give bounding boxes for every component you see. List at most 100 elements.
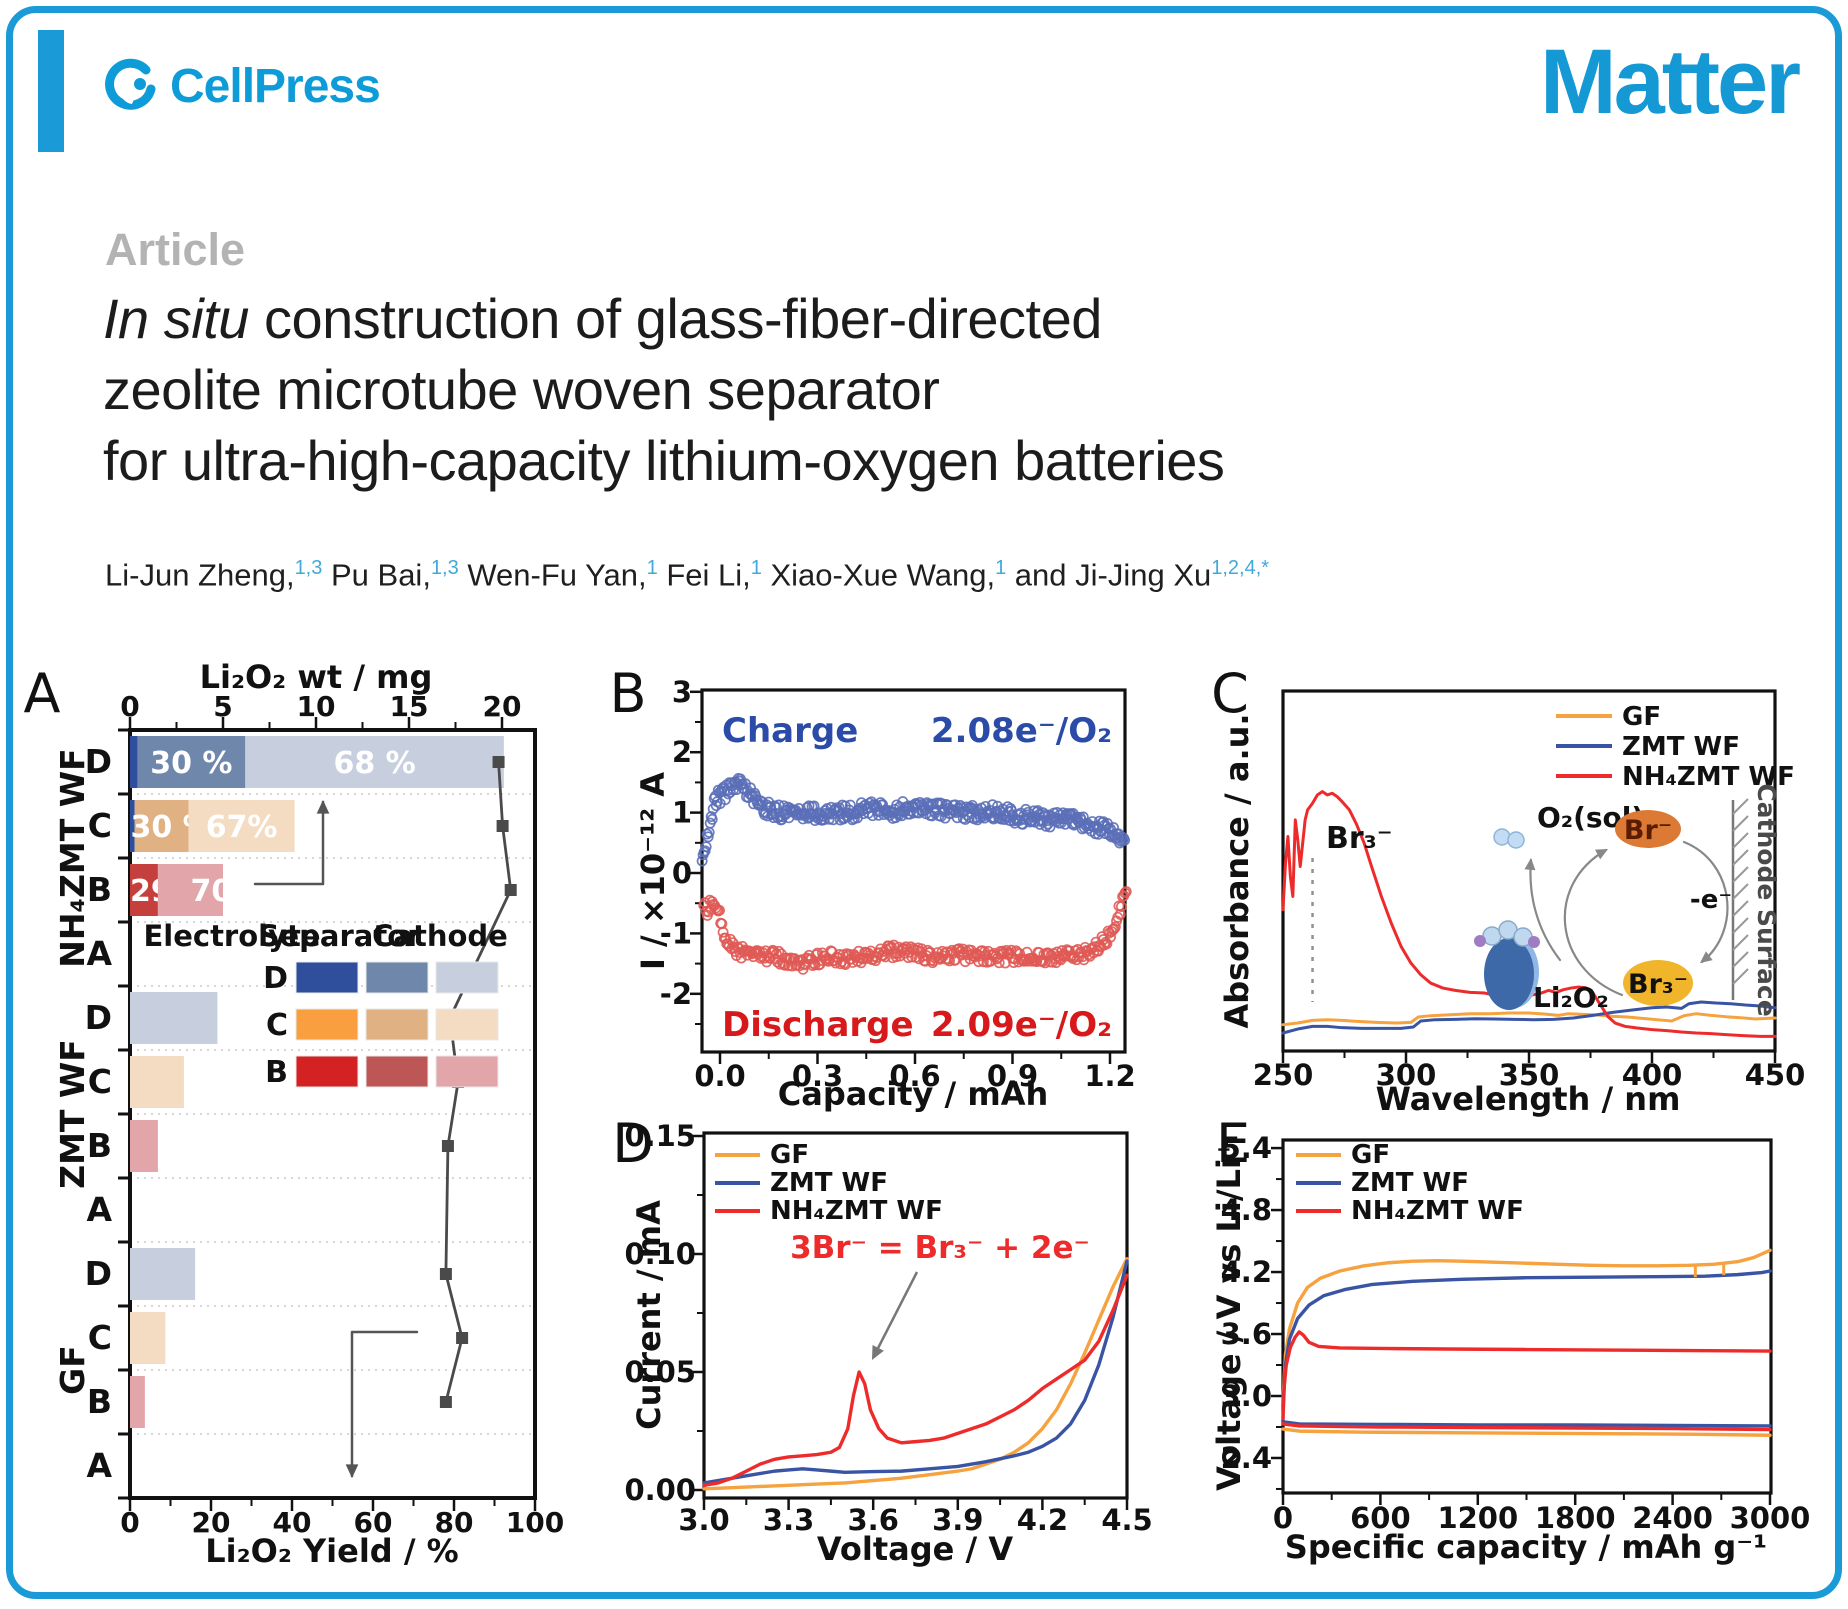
bar-segment (130, 1248, 196, 1300)
hatch-mark (1732, 849, 1749, 866)
scatter-point-discharge (1114, 908, 1126, 920)
x-tick-label: 350 (1499, 1058, 1560, 1092)
y-tick-label: 3.0 (1221, 1379, 1272, 1413)
yield-marker (496, 820, 509, 832)
arrowhead (316, 800, 330, 814)
arrowhead (1595, 849, 1608, 860)
legend-row-label: C (266, 1008, 288, 1043)
legend-swatch (365, 1008, 429, 1041)
scatter-point-charge (706, 813, 718, 825)
bottom-axis-title: Li₂O₂ Yield / % (205, 1532, 458, 1570)
o2-release-arrow (1529, 858, 1562, 962)
discharge-curve-gf (1281, 1427, 1772, 1437)
scatter-point-charge (1119, 834, 1131, 846)
x-tick-label: 1800 (1535, 1501, 1616, 1535)
row-label: A (86, 934, 112, 973)
group-label: NH₄ZMT WF (53, 748, 92, 967)
author-affiliation: 1 (750, 557, 762, 579)
x-tick-label: 4.5 (1101, 1503, 1152, 1537)
yield-marker (441, 1140, 454, 1152)
author-affiliation: 1,3 (430, 557, 459, 579)
cellpress-logo-icon (105, 58, 156, 110)
hatch-mark (1732, 866, 1749, 883)
panel-d: D 3.0 3.3 3.6 3.9 4.2 4.5 0.00 0.05 0.10 0.15 Volta… (612, 1112, 1152, 1568)
top-tick-label: 10 (297, 690, 336, 723)
hatch-mark (1732, 815, 1749, 832)
scatter-point-discharge (1119, 887, 1131, 899)
y-tick-label: -1 (660, 916, 692, 950)
scatter-point-discharge (1120, 886, 1132, 897)
series-label-charge: Charge (722, 711, 858, 751)
scatter-point-charge (765, 801, 777, 813)
bar-segment (188, 800, 295, 852)
charge-curve-zmt (1281, 1269, 1772, 1409)
hatch-mark (1732, 900, 1749, 917)
electron-ratio-annotation: 2.08e⁻/O₂ (931, 711, 1112, 751)
y-tick-label: 0.00 (624, 1473, 696, 1507)
x-tick-label: 250 (1253, 1058, 1314, 1092)
scatter-point-discharge (793, 960, 805, 972)
arrowhead (1700, 951, 1713, 963)
hatch-mark (1732, 917, 1749, 934)
legend-label: NH₄ZMT WF (1622, 762, 1795, 792)
author-affiliation: 1 (646, 557, 658, 579)
author: and Ji-Jing Xu (1006, 557, 1212, 593)
top-axis-title: Li₂O₂ wt / mg (200, 658, 433, 696)
bar-segment (130, 736, 138, 788)
x-tick-label: 600 (1350, 1501, 1411, 1535)
bar-segment (157, 864, 223, 916)
yield-marker (504, 884, 517, 896)
li2o2-particle (1484, 938, 1534, 1010)
br3-ellipse (1623, 960, 1693, 1006)
title-line-1: In situ construction of glass-fiber-dire… (103, 287, 1102, 350)
x-tick-label: 2400 (1632, 1501, 1713, 1535)
cv-curve-zmt (702, 1259, 1129, 1485)
scatter-point-charge (700, 841, 712, 853)
plot-frame (700, 688, 1127, 1054)
arrowhead (872, 1345, 884, 1360)
row-label: D (85, 998, 112, 1037)
bar-segment (245, 736, 504, 788)
panel-c: C 250 300 350 400 450 Wavelength / nm Absorbanc… (1211, 662, 1805, 1118)
row-label: B (87, 870, 112, 909)
y-tick-label: -2 (660, 977, 692, 1011)
row-label: A (86, 1190, 112, 1229)
bottom-tick-label: 20 (192, 1506, 231, 1539)
legend-header: Electrolyte (143, 919, 320, 953)
group-label: ZMT WF (53, 1039, 92, 1189)
panel-e: E 0 600 1200 1800 2400 3000 2.4 3.0 3.6 4.2 4.8 5.4 S… (1210, 1112, 1810, 1566)
cv-curve-gf (702, 1257, 1129, 1491)
hatch-mark (1732, 832, 1749, 849)
hatch-mark (1732, 934, 1749, 951)
legend-header: Cathode (372, 919, 508, 953)
y-tick-label: 4.2 (1221, 1255, 1272, 1289)
panel-letter-c: C (1211, 662, 1249, 725)
scatter-point-charge (797, 813, 809, 825)
x-tick-label: 1200 (1437, 1501, 1518, 1535)
br3-label: Br₃⁻ (1628, 969, 1688, 1000)
annotation-arrow-down (350, 1330, 419, 1478)
x-axis-title: Capacity / mAh (778, 1075, 1049, 1113)
article-title: In situ construction of glass-fiber-dire… (103, 283, 1225, 496)
author: Wen-Fu Yan, (458, 557, 647, 593)
electron-label: -e⁻ (1690, 885, 1732, 915)
arrowhead (345, 1464, 359, 1478)
author-list: Li-Jun Zheng,1,3 Pu Bai,1,3 Wen-Fu Yan,1… (105, 557, 1269, 593)
bar-percent-label: 67% (206, 810, 278, 845)
panel-letter-a: A (24, 662, 61, 725)
legend-swatch (295, 1008, 359, 1041)
title-italic: In situ (103, 287, 249, 350)
top-tick-label: 20 (483, 690, 522, 723)
legend-header: Separator (259, 919, 423, 953)
y-tick-label: 5.4 (1221, 1131, 1272, 1165)
legend-label: NH₄ZMT WF (1351, 1196, 1524, 1226)
x-tick-label: 0 (1273, 1501, 1293, 1535)
y-tick-label: 2.4 (1221, 1441, 1272, 1475)
discharge-curve-zmt (1281, 1420, 1772, 1428)
legend-label: GF (770, 1140, 809, 1170)
bar-percent-label: 30 % (150, 746, 232, 781)
bar-segment (130, 800, 135, 852)
legend-label: ZMT WF (1351, 1168, 1469, 1198)
author: Li-Jun Zheng, (105, 557, 295, 593)
x-tick-label: 1.2 (1084, 1059, 1135, 1093)
